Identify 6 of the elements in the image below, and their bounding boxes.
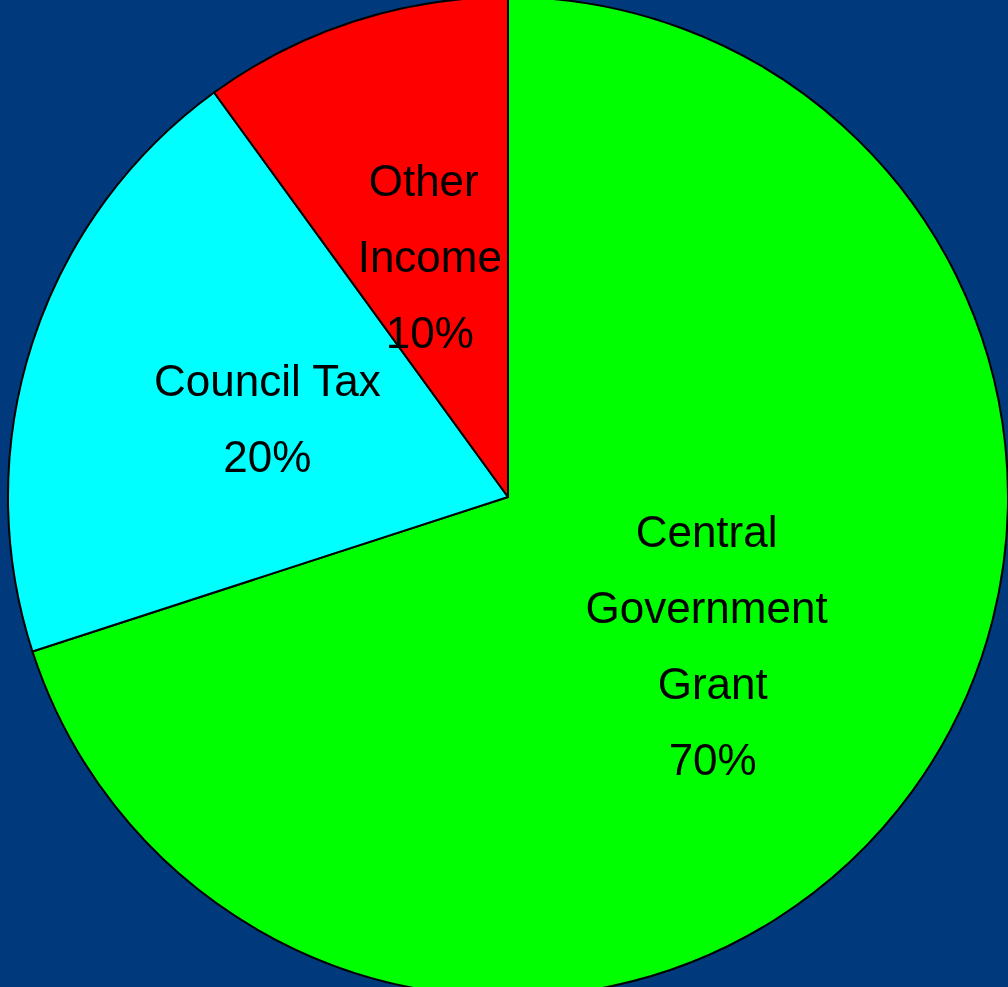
data-label: 70% [668, 735, 757, 785]
data-label: 10% [385, 307, 474, 357]
slice-label: Central Government Grant [585, 507, 840, 709]
slice-label: Other Income [357, 155, 502, 281]
data-label: 20% [223, 432, 312, 482]
slice-label: Council Tax [154, 356, 381, 406]
